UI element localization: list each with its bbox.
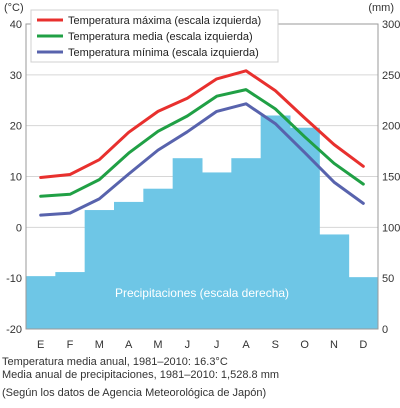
- right-axis-tick-label: 300: [382, 19, 400, 31]
- right-axis-tick-label: 200: [382, 121, 400, 133]
- precipitation-label: Precipitaciones (escala derecha): [115, 286, 289, 300]
- source-note: (Según los datos de Agencia Meteorológic…: [2, 387, 267, 399]
- legend-label: Temperatura media (escala izquierda): [68, 31, 253, 43]
- x-axis-tick-label: A: [125, 339, 133, 351]
- right-axis-unit: (mm): [368, 2, 394, 14]
- legend-label: Temperatura máxima (escala izquierda): [68, 15, 261, 27]
- temperature-line: [39, 69, 365, 179]
- x-axis-tick-label: O: [300, 339, 309, 351]
- precipitation-bar: [319, 234, 350, 329]
- x-axis-tick-label: M: [153, 339, 162, 351]
- left-axis-tick-label: 0: [16, 222, 22, 234]
- x-axis-tick-label: F: [67, 339, 74, 351]
- left-axis-tick-label: -20: [6, 324, 22, 336]
- x-axis-tick-label: A: [242, 339, 250, 351]
- x-axis-tick-label: J: [185, 339, 191, 351]
- precipitation-bar: [26, 276, 56, 329]
- right-axis-tick-label: 150: [382, 172, 400, 184]
- precipitation-bar: [348, 277, 379, 329]
- legend-box: [30, 9, 279, 63]
- legend-label: Temperatura mínima (escala izquierda): [68, 47, 259, 59]
- precipitation-bars: [26, 115, 379, 329]
- x-axis-tick-label: D: [359, 339, 367, 351]
- chart-notes: Temperatura media anual, 1981–2010: 16.3…: [2, 356, 279, 400]
- legend: Temperatura máxima (escala izquierda) Tem…: [30, 9, 279, 63]
- temperature-line: [39, 88, 365, 198]
- right-axis-tick-label: 0: [382, 324, 388, 336]
- annual-mean-temperature-note: Temperatura media anual, 1981–2010: 16.3…: [2, 356, 228, 368]
- left-axis-unit: (°C): [4, 2, 24, 14]
- precipitation-bar: [114, 201, 144, 329]
- x-axis-tick-label: J: [214, 339, 220, 351]
- precipitation-bar: [202, 172, 232, 329]
- right-axis-tick-label: 50: [382, 273, 394, 285]
- x-axis-tick-label: N: [330, 339, 338, 351]
- right-axis-tick-label: 100: [382, 222, 400, 234]
- right-axis-tick-label: 250: [382, 70, 400, 82]
- x-axis-tick-label: S: [272, 339, 279, 351]
- precipitation-bar: [231, 158, 262, 329]
- precipitation-bar: [290, 127, 320, 329]
- x-axis-tick-label: E: [37, 339, 44, 351]
- temperature-lines: [39, 69, 365, 217]
- left-axis-tick-label: 10: [10, 172, 22, 184]
- precipitation-bar: [260, 115, 291, 329]
- precipitation-bar: [143, 188, 174, 329]
- left-axis-tick-label: -10: [6, 273, 22, 285]
- x-axis-tick-label: M: [95, 339, 104, 351]
- left-axis-tick-label: 20: [10, 121, 22, 133]
- left-axis-tick-label: 40: [10, 19, 22, 31]
- left-axis-tick-label: 30: [10, 70, 22, 82]
- precipitation-bar: [55, 272, 86, 329]
- precipitation-bar: [84, 210, 115, 329]
- annual-precipitation-note: Media anual de precipitaciones, 1981–201…: [2, 369, 280, 381]
- precipitation-bar: [172, 158, 203, 329]
- temperature-line: [39, 102, 365, 217]
